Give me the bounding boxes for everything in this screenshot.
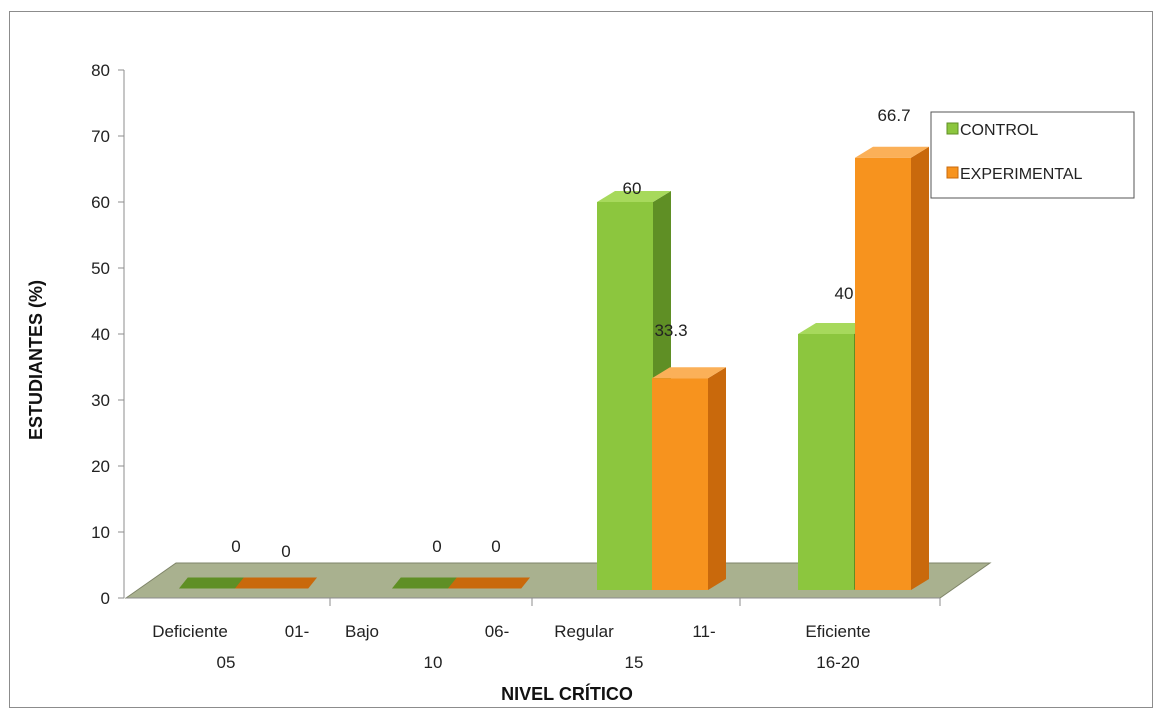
bar-top-control [597, 191, 671, 202]
x-category-label: 01- [285, 622, 310, 641]
legend-label-control: CONTROL [960, 122, 1038, 139]
bar-control [597, 202, 653, 590]
bar-top-experimental [652, 367, 726, 379]
data-label: 40 [835, 284, 854, 303]
data-label: 0 [432, 537, 441, 556]
x-category-label: 06- [485, 622, 510, 641]
x-category-label: Deficiente [152, 622, 228, 641]
x-category-label: Regular [554, 622, 614, 641]
data-label: 0 [491, 537, 500, 556]
data-label: 66.7 [877, 106, 910, 125]
data-label: 0 [231, 537, 240, 556]
data-labels: 0 0 60 40 0 0 33.3 66.7 [231, 106, 910, 561]
bars [178, 146, 929, 590]
y-tick-label: 0 [101, 589, 110, 608]
legend-label-experimental: EXPERIMENTAL [960, 166, 1083, 183]
y-tick-label: 10 [91, 523, 110, 542]
legend-item-control: CONTROL [946, 122, 1038, 139]
bar-experimental [855, 157, 911, 590]
legend-swatch-control [946, 122, 959, 135]
bar-flat-experimental [234, 577, 318, 589]
y-tick-label: 80 [91, 61, 110, 80]
x-axis-title: NIVEL CRÍTICO [501, 683, 633, 704]
x-category-label: 16-20 [816, 653, 859, 672]
data-label: 60 [623, 179, 642, 198]
bar-flat-experimental [447, 577, 531, 589]
x-category-label: Eficiente [805, 622, 870, 641]
y-tick-label: 30 [91, 391, 110, 410]
bar-side-experimental [911, 146, 929, 590]
data-label: 0 [281, 542, 290, 561]
x-category-label: 11- [692, 622, 715, 641]
bar-control [798, 334, 854, 590]
chart-floor [124, 562, 992, 606]
x-category-label: Bajo [345, 622, 379, 641]
x-axis-categories: Deficiente 01- 05 Bajo 06- 10 Regular 11- 15 Efic… [152, 622, 870, 672]
y-tick-label: 70 [91, 127, 110, 146]
y-tick-label: 20 [91, 457, 110, 476]
legend-item-experimental: EXPERIMENTAL [946, 166, 1083, 183]
x-category-label: 05 [217, 653, 236, 672]
y-tick-label: 40 [91, 325, 110, 344]
bar-experimental [652, 378, 708, 590]
legend-box [930, 111, 1135, 199]
data-label: 33.3 [654, 321, 687, 340]
bar-top-control [798, 323, 872, 334]
y-tick-label: 60 [91, 193, 110, 212]
legend-swatch-experimental [946, 166, 959, 179]
x-category-label: 10 [424, 653, 443, 672]
legend: CONTROL EXPERIMENTAL [930, 111, 1135, 199]
y-tick-label: 50 [91, 259, 110, 278]
x-category-label: 15 [625, 653, 644, 672]
bar-side-experimental [708, 367, 726, 590]
y-axis-title: ESTUDIANTES (%) [26, 280, 46, 440]
y-axis: 0 10 20 30 40 50 60 70 80 [91, 61, 125, 608]
bar-top-experimental [855, 146, 929, 158]
